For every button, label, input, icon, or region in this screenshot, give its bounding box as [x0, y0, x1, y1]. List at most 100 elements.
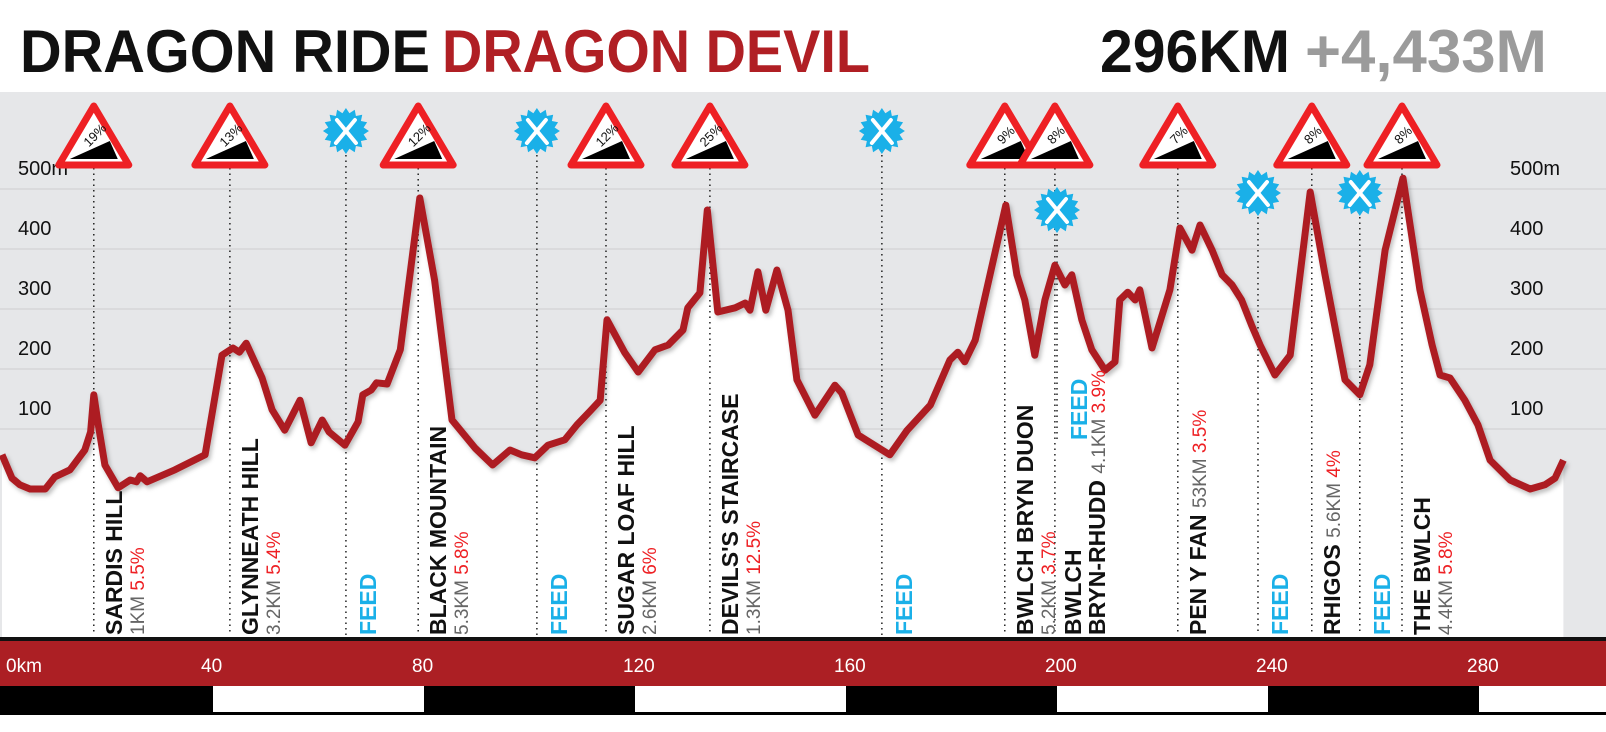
climb-label: DEVILS'S STAIRCASE: [717, 394, 743, 635]
profile-fill: [2, 178, 1564, 640]
distance-scale-segment: [846, 686, 1057, 714]
climb-avg-gradient: 5.5%: [128, 547, 149, 590]
climb-length: 1.3KM: [744, 575, 765, 635]
gradient-sign-icon: 9%: [966, 102, 1044, 169]
climb-length: 5.2KM: [1039, 575, 1060, 635]
climb-stats: 2.6KM 6%: [640, 547, 661, 635]
y-tick-label-left: 100: [18, 398, 51, 420]
climb-length: 1KM: [128, 591, 149, 635]
header-background: [0, 0, 1606, 92]
total-climbing: +4,433M: [1305, 18, 1547, 85]
cutlery-icon: [513, 108, 560, 154]
y-tick-label-right: 500m: [1510, 158, 1560, 180]
climb-avg-gradient: 4%: [1324, 450, 1345, 478]
total-distance: 296KM: [1100, 18, 1290, 85]
distance-scale-rule: [0, 712, 1606, 715]
profile-line: [0, 174, 1567, 493]
gradient-sign-icon: 19%: [55, 102, 133, 169]
gradient-sign-icon: 8%: [1273, 102, 1351, 169]
climb-label: BWLCH: [1060, 549, 1086, 635]
gradient-sign-icon: 13%: [191, 102, 269, 169]
y-tick-label-right: 300: [1510, 278, 1543, 300]
x-tick-label: 240: [1256, 656, 1288, 677]
gradient-sign-icon: 25%: [671, 102, 749, 169]
feed-label: FEED: [1267, 574, 1293, 635]
climb-avg-gradient: 3.5%: [1190, 410, 1211, 453]
cutlery-icon: [858, 108, 905, 154]
x-tick-label: 160: [834, 656, 866, 677]
climb-label: GLYNNEATH HILL: [237, 438, 263, 635]
climb-name: GLYNNEATH HILL: [237, 438, 263, 635]
climb-label: PEN Y FAN 53KM 3.5%: [1185, 410, 1211, 635]
x-tick-label: 200: [1045, 656, 1077, 677]
y-tick-label-right: 100: [1510, 398, 1543, 420]
climb-name: SARDIS HILL: [101, 491, 127, 635]
climb-avg-gradient: 5.4%: [264, 531, 285, 574]
climb-length: 5.6KM: [1324, 478, 1345, 538]
distance-scale-segment: [424, 686, 635, 714]
climb-name: PEN Y FAN: [1185, 514, 1211, 635]
feed-label: FEED: [1066, 379, 1092, 440]
climb-length: 3.2KM: [264, 575, 285, 635]
distance-scale-segment: [1479, 686, 1606, 714]
y-tick-label-left: 400: [18, 218, 51, 240]
climb-avg-gradient: 6%: [640, 547, 661, 575]
climb-length: 2.6KM: [640, 575, 661, 635]
climb-label: THE BWLCH: [1409, 497, 1435, 635]
climb-label: RHIGOS 5.6KM 4%: [1319, 450, 1345, 635]
climb-label: SUGAR LOAF HILL: [613, 425, 639, 635]
climb-avg-gradient: 3.7%: [1039, 531, 1060, 574]
climb-stats: 4.4KM 5.8%: [1436, 531, 1457, 635]
feed-label: FEED: [1369, 574, 1395, 635]
distance-scale-segment: [1268, 686, 1479, 714]
gradient-sign-icon: 12%: [379, 102, 457, 169]
gradient-sign-icon: 8%: [1016, 102, 1094, 169]
climb-name: BWLCH: [1060, 549, 1086, 635]
title-black: DRAGON RIDE: [20, 18, 430, 85]
climb-name: RHIGOS: [1319, 544, 1345, 635]
climb-stats: 5.2KM 3.7%: [1039, 531, 1060, 635]
climb-label: BWLCH BRYN DUON: [1012, 405, 1038, 635]
y-tick-label-left: 200: [18, 338, 51, 360]
climb-label: BLACK MOUNTAIN: [425, 426, 451, 635]
climb-name-line2: BRYN-RHUDD: [1084, 474, 1110, 635]
x-tick-label: 40: [201, 656, 222, 677]
climb-label: SARDIS HILL: [101, 491, 127, 635]
y-tick-label-right: 200: [1510, 338, 1543, 360]
climb-length: 4.4KM: [1436, 575, 1457, 635]
climb-stats: 5.3KM 5.8%: [452, 531, 473, 635]
cutlery-icon: [322, 108, 369, 154]
y-tick-label-right: 400: [1510, 218, 1543, 240]
x-tick-label: 0km: [6, 656, 42, 677]
y-tick-label-left: 500m: [18, 158, 68, 180]
cutlery-icon: [1034, 187, 1080, 233]
cutlery-icon: [1234, 170, 1281, 216]
feed-label: FEED: [546, 574, 572, 635]
climb-length: 4.1KM: [1089, 413, 1110, 473]
climb-length: 53KM: [1190, 453, 1211, 508]
climb-stats: 1.3KM 12.5%: [744, 521, 765, 635]
cutlery-icon: [1336, 170, 1383, 216]
axis-top-rule: [0, 637, 1606, 641]
climb-length: 5.3KM: [452, 575, 473, 635]
climb-avg-gradient: 12.5%: [744, 521, 765, 575]
x-tick-label: 280: [1467, 656, 1499, 677]
climb-stats: 3.2KM 5.4%: [264, 531, 285, 635]
climb-name: BWLCH BRYN DUON: [1012, 405, 1038, 635]
climb-avg-gradient: 3.9%: [1089, 370, 1110, 413]
gradient-sign-icon: 7%: [1139, 102, 1217, 169]
distance-scale-segment: [213, 686, 424, 714]
x-tick-label: 120: [623, 656, 655, 677]
climb-name: DEVILS'S STAIRCASE: [717, 394, 743, 635]
feed-label: FEED: [355, 574, 381, 635]
climb-name: THE BWLCH: [1409, 497, 1435, 635]
distance-scale-segment: [0, 686, 213, 714]
gradient-sign-icon: 12%: [567, 102, 645, 169]
x-axis-bar: [0, 640, 1606, 686]
climb-name: SUGAR LOAF HILL: [613, 425, 639, 635]
climb-stats: 1KM 5.5%: [128, 547, 149, 635]
y-tick-label-left: 300: [18, 278, 51, 300]
gradient-sign-icon: 8%: [1363, 102, 1441, 169]
title-red: DRAGON DEVIL: [442, 18, 870, 85]
